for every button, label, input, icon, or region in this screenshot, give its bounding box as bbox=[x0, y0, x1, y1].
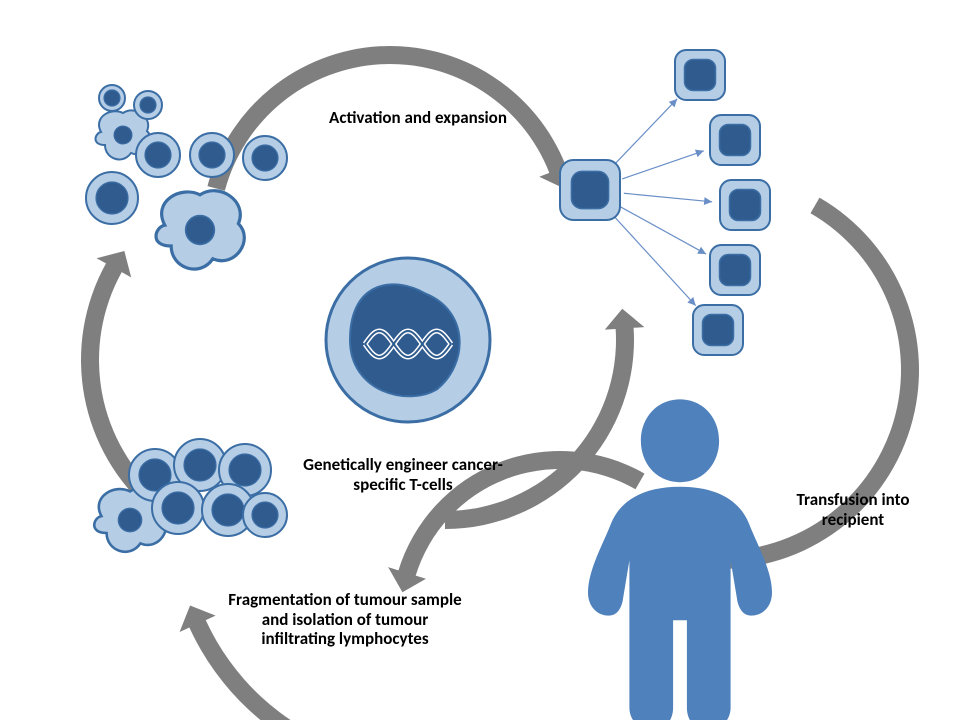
expansion-fan bbox=[560, 50, 770, 355]
cell bbox=[202, 484, 254, 536]
engineered-cell bbox=[326, 258, 490, 422]
cell bbox=[710, 245, 760, 295]
flow-arrow bbox=[687, 198, 919, 580]
label-fragmentation-text: Fragmentation of tumour sample and isola… bbox=[228, 589, 462, 649]
label-activation: Activation and expansion bbox=[318, 108, 518, 128]
label-genetic: Genetically engineer cancer-specific T-c… bbox=[293, 455, 513, 494]
cell bbox=[710, 115, 760, 165]
cell-amoeba bbox=[156, 191, 244, 269]
cell bbox=[136, 133, 180, 177]
cell bbox=[720, 180, 770, 230]
flow-arrow bbox=[81, 251, 164, 512]
cell bbox=[560, 160, 620, 220]
flow-arrow bbox=[445, 309, 644, 529]
flow-arrow bbox=[180, 606, 535, 720]
cell bbox=[129, 449, 181, 501]
cell-amoeba bbox=[96, 110, 151, 159]
cell bbox=[174, 439, 226, 491]
cell bbox=[693, 305, 743, 355]
label-activation-text: Activation and expansion bbox=[329, 107, 507, 128]
label-genetic-text: Genetically engineer cancer-specific T-c… bbox=[303, 454, 503, 495]
cell bbox=[190, 133, 234, 177]
flow-arrow bbox=[388, 451, 644, 592]
diagram-canvas bbox=[0, 0, 960, 720]
label-transfusion-text: Transfusion into recipient bbox=[797, 489, 910, 530]
cell bbox=[243, 136, 287, 180]
cell bbox=[99, 85, 125, 111]
cell bbox=[243, 493, 287, 537]
cell bbox=[152, 482, 204, 534]
cell bbox=[134, 91, 162, 119]
cell-amoeba bbox=[94, 488, 166, 552]
label-fragmentation: Fragmentation of tumour sample and isola… bbox=[225, 590, 465, 649]
human-icon bbox=[588, 399, 772, 720]
cell bbox=[86, 172, 138, 224]
flow-arrow bbox=[207, 46, 576, 191]
cell bbox=[219, 444, 271, 496]
cell bbox=[675, 50, 725, 100]
label-transfusion: Transfusion into recipient bbox=[773, 490, 933, 529]
